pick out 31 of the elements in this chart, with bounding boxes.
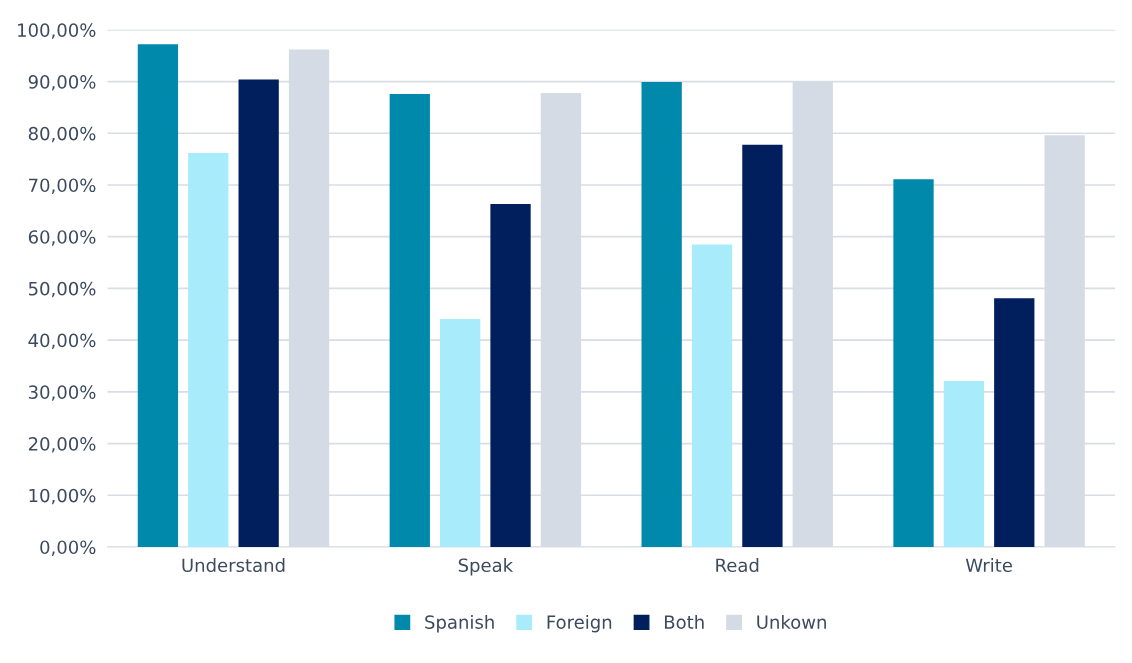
y-tick-label: 0,00% xyxy=(40,540,96,556)
bar xyxy=(742,144,783,547)
bar xyxy=(440,318,481,547)
bar xyxy=(893,179,934,547)
y-tick-label: 100,00% xyxy=(18,23,96,39)
x-tick-label: Read xyxy=(716,558,759,573)
bar xyxy=(389,93,430,547)
bar xyxy=(238,79,279,547)
bar xyxy=(490,204,531,547)
y-tick-label: 40,00% xyxy=(28,333,96,350)
bar xyxy=(943,380,985,547)
y-tick-label: 70,00% xyxy=(29,178,96,194)
y-tick-label: 90,00% xyxy=(28,75,96,91)
y-tick-label: 60,00% xyxy=(28,230,96,246)
y-tick-label: 10,00% xyxy=(29,488,96,505)
y-tick-label: 50,00% xyxy=(28,281,96,298)
bar xyxy=(188,152,229,547)
legend-label: Spanish xyxy=(425,614,494,633)
y-tick-label: 30,00% xyxy=(28,385,96,401)
y-tick-label: 20,00% xyxy=(28,437,96,453)
x-tick-label: Write xyxy=(965,558,1012,573)
bar xyxy=(641,82,682,547)
legend-label: Both xyxy=(665,614,704,629)
bar xyxy=(691,244,733,547)
bar xyxy=(137,44,179,547)
x-tick-label: Speak xyxy=(458,558,514,576)
legend-label: Foreign xyxy=(547,614,612,633)
legend-label: Unkown xyxy=(757,614,826,629)
y-tick-label: 80,00% xyxy=(28,126,96,143)
x-tick-label: Understand xyxy=(182,558,285,573)
bar xyxy=(994,298,1035,547)
